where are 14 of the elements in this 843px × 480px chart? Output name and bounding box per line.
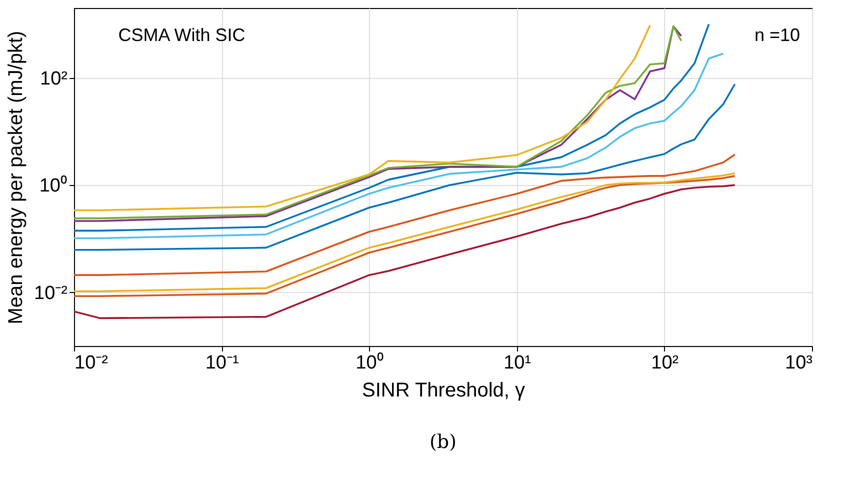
y-axis-title: Mean energy per packet (mJ/pkt) bbox=[5, 30, 28, 324]
text: (b) bbox=[430, 431, 456, 453]
annotation: n =10 bbox=[754, 25, 800, 45]
y-tick-label: 10² bbox=[40, 68, 68, 90]
x-tick-label: 10⁰ bbox=[356, 352, 384, 374]
x-tick-label: 10² bbox=[651, 352, 679, 374]
x-tick-label: 10¹ bbox=[504, 352, 532, 374]
x-tick-label: 10⁻¹ bbox=[205, 352, 239, 374]
x-axis-title: SINR Threshold, γ bbox=[362, 380, 526, 402]
y-tick-label: 10⁻² bbox=[34, 282, 68, 304]
x-tick-label: 10³ bbox=[785, 352, 812, 374]
y-tick-label: 10⁰ bbox=[39, 174, 68, 197]
annotation: CSMA With SIC bbox=[118, 25, 246, 45]
x-tick-label: 10⁻² bbox=[74, 352, 108, 374]
